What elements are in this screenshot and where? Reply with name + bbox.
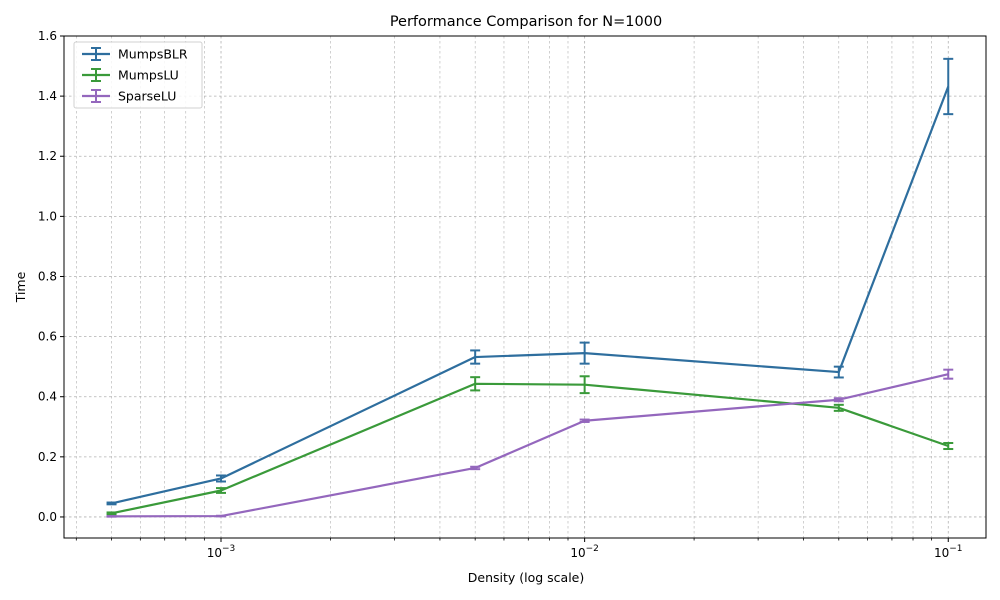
legend-item-mumpsblr: MumpsBLR [82, 47, 188, 62]
error-bar [106, 515, 117, 518]
series-line [111, 86, 950, 505]
x-tick-label: 10−1 [934, 544, 963, 560]
legend-item-sparselu: SparseLU [82, 89, 176, 104]
error-bar [579, 341, 590, 365]
chart-title: Performance Comparison for N=1000 [390, 14, 662, 30]
y-tick-label: 1.2 [38, 149, 57, 163]
series-line [111, 373, 949, 518]
y-tick-label: 1.4 [38, 89, 57, 103]
error-bar [833, 365, 844, 379]
y-axis-label: Time [13, 271, 28, 303]
y-tick-label: 0.8 [38, 269, 57, 283]
x-tick-label: 10−3 [207, 544, 236, 560]
error-bar [943, 57, 954, 116]
legend-label: MumpsLU [118, 68, 179, 83]
y-tick-label: 1.6 [38, 29, 57, 43]
error-bar [579, 418, 590, 423]
error-bar [216, 487, 227, 494]
error-bar [470, 349, 481, 365]
legend: MumpsBLR MumpsLU SparseLU [73, 41, 203, 109]
error-bar [470, 465, 481, 471]
x-tick-label: 10−2 [570, 544, 599, 560]
y-tick-label: 1.0 [38, 209, 57, 223]
series-sparselu [106, 368, 954, 518]
grid [64, 35, 986, 538]
error-bar [833, 403, 844, 412]
series-mumpslu [106, 375, 954, 516]
error-bar [470, 376, 481, 392]
error-bar [106, 511, 117, 516]
y-tick-label: 0.4 [38, 390, 57, 404]
x-axis-label: Density (log scale) [468, 570, 585, 585]
series-layer [106, 57, 954, 518]
error-bar [216, 514, 227, 518]
legend-label: MumpsBLR [118, 47, 188, 62]
error-bar [106, 501, 117, 506]
error-bar [943, 442, 954, 451]
y-tick-label: 0.6 [38, 330, 57, 344]
legend-label: SparseLU [118, 89, 176, 104]
legend-box [73, 41, 203, 109]
error-bar [943, 368, 954, 380]
legend-item-mumpslu: MumpsLU [82, 68, 179, 83]
axes: 10−3 10−2 10−1 0.0 0.2 0.4 0.6 0.8 1.0 1.2 1.4 1.6 [38, 29, 963, 560]
error-bar [216, 474, 227, 483]
y-tick-label: 0.2 [38, 450, 57, 464]
series-line [111, 382, 949, 515]
error-bar [579, 375, 590, 395]
plot-frame [63, 35, 987, 539]
y-tick-label: 0.0 [38, 510, 57, 524]
error-bar [833, 397, 844, 403]
series-mumpsblr [106, 57, 954, 506]
